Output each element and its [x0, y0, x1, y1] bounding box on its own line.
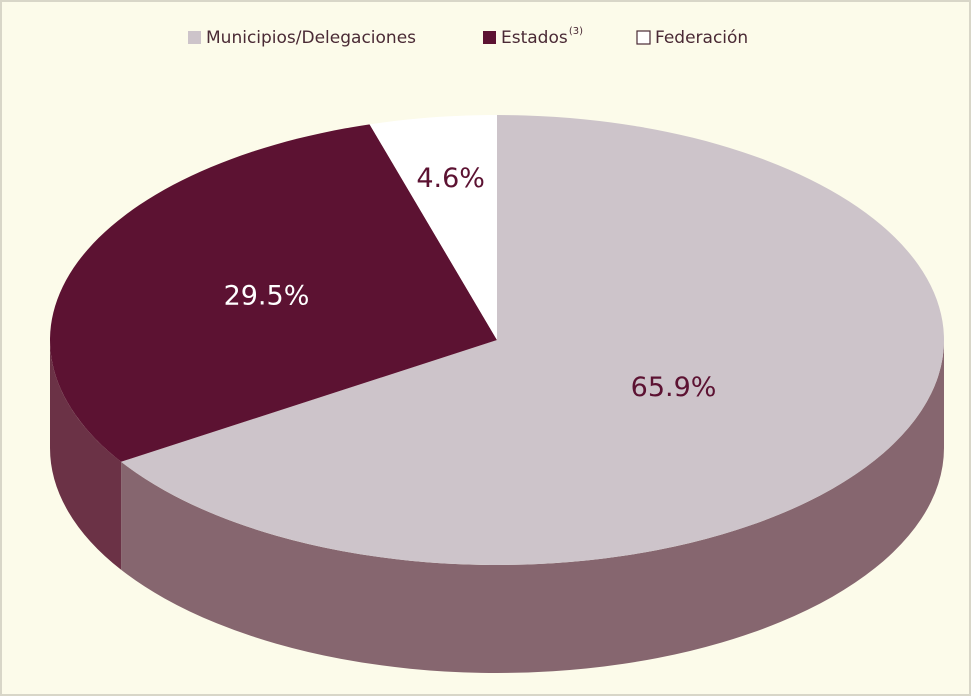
slice [369, 115, 497, 340]
data-label: 65.9% [631, 372, 717, 403]
legend-superscript: (3) [569, 26, 583, 37]
legend-label: Municipios/Delegaciones [206, 28, 416, 48]
data-label: 29.5% [224, 280, 310, 311]
slice-side [50, 340, 122, 570]
slice [49, 124, 497, 462]
legend-swatch [483, 31, 496, 44]
legend-swatch [188, 31, 201, 44]
data-label: 4.6% [416, 163, 485, 194]
slice-side [121, 340, 944, 674]
slice [121, 115, 944, 565]
legend-swatch [636, 30, 651, 45]
legend-label: Estados [501, 28, 568, 48]
legend-label: Federación [655, 28, 748, 48]
